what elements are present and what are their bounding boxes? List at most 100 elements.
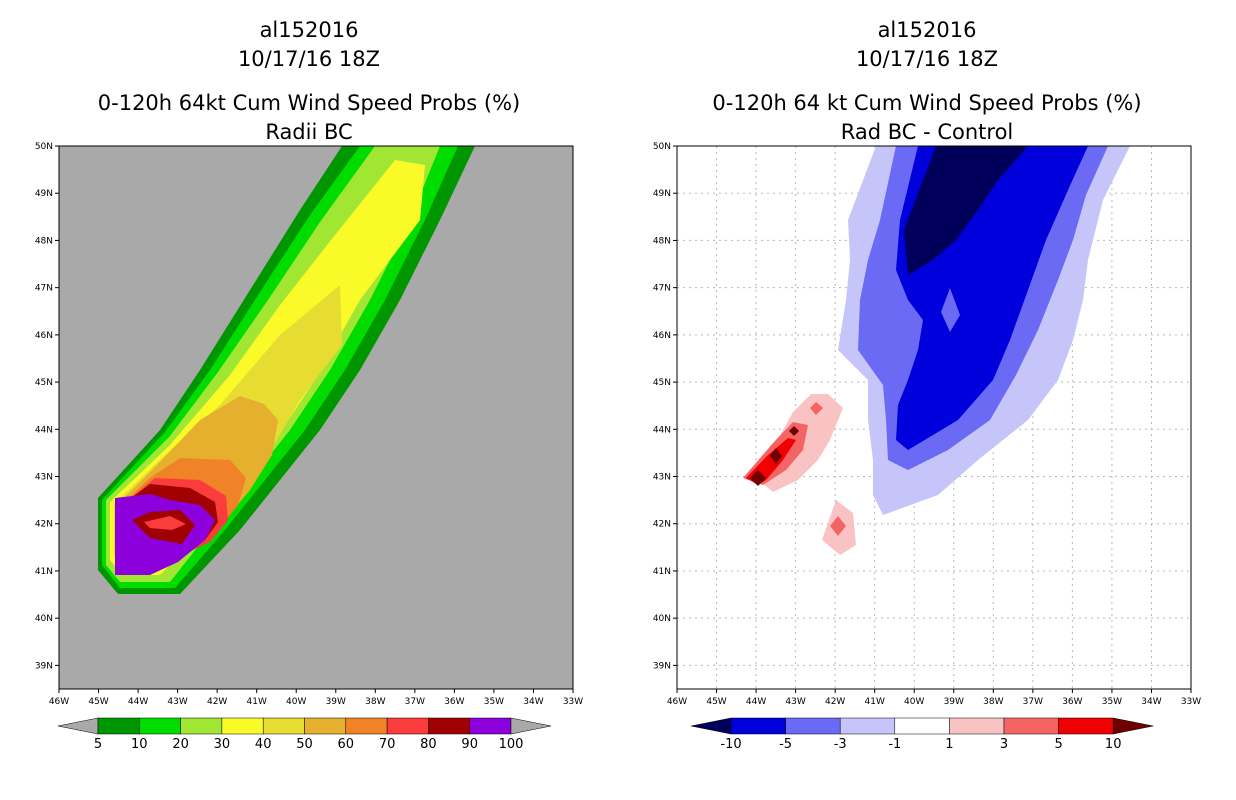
left-colorbar-swatch xyxy=(428,717,470,735)
left-colorbar-under-arrow xyxy=(57,717,99,735)
left-y-tick-label: 43N xyxy=(35,473,53,483)
right-colorbar-label: -1 xyxy=(888,737,901,752)
left-panel: al152016 10/17/16 18Z 0-120h 64kt Cum Wi… xyxy=(35,18,583,752)
left-contour-100-core xyxy=(144,516,186,530)
right-contour-plus10-c xyxy=(789,426,799,436)
right-x-tick-label: 42W xyxy=(825,697,845,707)
left-colorbar-label: 90 xyxy=(461,737,478,752)
left-colorbar-label: 50 xyxy=(296,737,313,752)
right-y-tick-label: 44N xyxy=(653,425,671,435)
right-contour-minus3-inner xyxy=(941,288,960,332)
left-colorbar-swatch xyxy=(304,717,347,735)
right-x-tick-label: 46W xyxy=(667,697,687,707)
right-x-tick-label: 35W xyxy=(1102,697,1122,707)
left-x-tick-label: 39W xyxy=(326,697,346,707)
right-colorbar-swatch xyxy=(839,717,896,735)
right-colorbar-label: 3 xyxy=(1000,737,1008,752)
right-colorbar-label: 1 xyxy=(945,737,953,752)
right-y-tick-label: 45N xyxy=(653,378,671,388)
left-x-tick-label: 44W xyxy=(128,697,148,707)
right-y-tick-label: 40N xyxy=(653,614,671,624)
right-contour-plus3-north xyxy=(810,402,823,415)
left-colorbar-label: 80 xyxy=(420,737,437,752)
left-x-tick-label: 33W xyxy=(563,697,583,707)
right-colorbar-swatch xyxy=(1003,717,1059,735)
left-title-date: 10/17/16 18Z xyxy=(237,47,381,71)
left-x-tick-label: 40W xyxy=(286,697,306,707)
left-y-tick-label: 45N xyxy=(35,378,53,388)
left-map-frame xyxy=(58,145,574,690)
right-colorbar-label: -3 xyxy=(834,737,847,752)
right-x-tick-label: 40W xyxy=(904,697,924,707)
right-colorbar-over-arrow xyxy=(1112,717,1154,735)
right-y-tick-label: 46N xyxy=(653,331,671,341)
left-colorbar-label: 40 xyxy=(255,737,272,752)
left-colorbar-swatch xyxy=(139,717,181,735)
left-y-tick-label: 42N xyxy=(35,520,53,530)
right-colorbar-swatch xyxy=(730,717,786,735)
right-y-tick-label: 50N xyxy=(653,142,671,152)
right-x-tick-label: 45W xyxy=(706,697,726,707)
right-colorbar-swatch xyxy=(949,717,1005,735)
left-y-tick-label: 48N xyxy=(35,236,53,246)
left-y-tick-label: 41N xyxy=(35,567,53,577)
right-chart: 46W 45W 44W 43W 42W 41W 40W 39W 38W 37W 36W 35W 34W 3… xyxy=(653,142,1201,752)
right-title-date: 10/17/16 18Z xyxy=(855,47,999,71)
left-colorbar-label: 100 xyxy=(499,737,524,752)
left-y-tick-label: 50N xyxy=(35,142,53,152)
right-x-tick-label: 33W xyxy=(1181,697,1201,707)
left-x-tick-label: 41W xyxy=(247,697,267,707)
right-y-tick-label: 43N xyxy=(653,473,671,483)
left-y-tick-label: 46N xyxy=(35,331,53,341)
left-x-tick-label: 45W xyxy=(88,697,108,707)
left-chart: 46W 45W 44W 43W 42W 41W 40W 39W 38W 37W 36W 35W 34W 3… xyxy=(35,142,583,752)
right-colorbar: -10 -5 -3 -1 1 3 5 10 xyxy=(690,717,1154,752)
right-colorbar-swatch xyxy=(894,717,950,735)
left-title-product: 0-120h 64kt Cum Wind Speed Probs (%) xyxy=(97,91,521,115)
left-y-tick-labels: 50N 49N 48N 47N 46N 45N 44N 43N 42N 41N 40N 39N xyxy=(35,142,59,671)
left-y-tick-label: 47N xyxy=(35,284,53,294)
right-colorbar-label: -5 xyxy=(779,737,792,752)
left-x-tick-label: 42W xyxy=(207,697,227,707)
left-colorbar-swatch xyxy=(262,717,305,735)
left-colorbar-swatch xyxy=(469,717,512,735)
right-contour-plus10-b xyxy=(770,448,782,464)
left-colorbar-label: 20 xyxy=(172,737,189,752)
left-title-storm-id: al152016 xyxy=(259,18,359,42)
right-y-tick-label: 41N xyxy=(653,567,671,577)
right-x-tick-label: 44W xyxy=(746,697,766,707)
left-colorbar-swatch xyxy=(386,717,429,735)
left-colorbar-label: 10 xyxy=(131,737,148,752)
left-colorbar: 5 10 20 30 40 50 60 70 80 90 100 xyxy=(57,717,552,752)
right-colorbar-swatch xyxy=(1058,717,1114,735)
right-map-frame xyxy=(676,145,1192,690)
right-y-tick-label: 39N xyxy=(653,661,671,671)
left-y-tick-label: 39N xyxy=(35,661,53,671)
left-x-tick-label: 43W xyxy=(167,697,187,707)
right-contour-minus10 xyxy=(904,146,1028,275)
left-colorbar-label: 5 xyxy=(94,737,102,752)
left-colorbar-swatch xyxy=(345,717,388,735)
right-title-product: 0-120h 64 kt Cum Wind Speed Probs (%) xyxy=(712,91,1142,115)
left-colorbar-swatch xyxy=(180,717,223,735)
left-colorbar-label: 30 xyxy=(214,737,231,752)
right-panel: al152016 10/17/16 18Z 0-120h 64 kt Cum W… xyxy=(618,0,1236,800)
right-x-tick-label: 37W xyxy=(1023,697,1043,707)
right-x-tick-label: 41W xyxy=(865,697,885,707)
left-x-tick-label: 34W xyxy=(523,697,543,707)
left-y-tick-label: 49N xyxy=(35,189,53,199)
left-colorbar-label: 60 xyxy=(338,737,355,752)
right-colorbar-under-arrow xyxy=(690,717,732,735)
right-x-tick-label: 34W xyxy=(1141,697,1161,707)
left-y-tick-label: 40N xyxy=(35,614,53,624)
left-x-tick-label: 35W xyxy=(484,697,504,707)
right-colorbar-label: -10 xyxy=(720,737,741,752)
left-colorbar-over-arrow xyxy=(510,717,552,735)
right-contour-plus10-a xyxy=(750,470,766,486)
right-x-tick-labels: 46W 45W 44W 43W 42W 41W 40W 39W 38W 37W 36W 35W 34W 3… xyxy=(667,689,1201,707)
right-x-tick-label: 43W xyxy=(785,697,805,707)
left-x-tick-label: 36W xyxy=(444,697,464,707)
right-colorbar-label: 5 xyxy=(1054,737,1062,752)
right-title-experiment: Rad BC - Control xyxy=(840,120,1014,144)
right-y-tick-label: 49N xyxy=(653,189,671,199)
